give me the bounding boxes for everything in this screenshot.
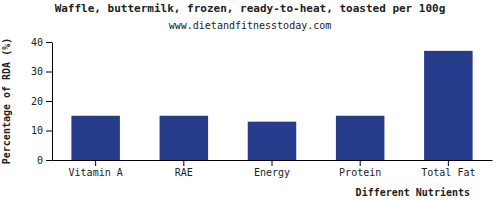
bars xyxy=(71,51,472,160)
y-tick-mark xyxy=(46,160,52,161)
subtitle: www.dietandfitnesstoday.com xyxy=(169,20,332,31)
y-tick-mark xyxy=(46,131,52,132)
y-tick-label: 40 xyxy=(31,37,43,48)
y-axis-line xyxy=(52,43,53,161)
bar xyxy=(71,116,119,160)
y-tick-mark xyxy=(46,101,52,102)
y-tick-mark xyxy=(46,72,52,73)
x-tick: RAE xyxy=(175,160,193,178)
x-tick: Protein xyxy=(339,160,381,178)
bar xyxy=(160,116,208,160)
bar xyxy=(248,122,296,160)
x-tick: Vitamin A xyxy=(69,160,123,178)
title: Waffle, buttermilk, frozen, ready-to-hea… xyxy=(55,2,446,15)
x-tick-label: Protein xyxy=(339,167,381,178)
y-tick-label: 30 xyxy=(31,66,43,77)
y-tick: 10 xyxy=(31,125,52,136)
x-tick-mark xyxy=(360,160,361,166)
x-axis: Vitamin A RAE Energy Protein Total Fat xyxy=(53,160,493,178)
x-tick-label: Energy xyxy=(254,167,290,178)
x-tick-label: Vitamin A xyxy=(69,167,123,178)
x-tick-mark xyxy=(448,160,449,166)
x-tick-mark xyxy=(95,160,96,166)
x-tick-label: Total Fat xyxy=(421,167,475,178)
y-tick: 0 xyxy=(37,155,52,166)
y-axis: 0 10 20 30 40 xyxy=(31,37,53,166)
y-axis-title: Percentage of RDA (%) xyxy=(1,38,12,164)
x-tick-mark xyxy=(183,160,184,166)
x-tick-mark xyxy=(272,160,273,166)
y-tick-label: 20 xyxy=(31,96,43,107)
bar xyxy=(424,51,472,160)
y-tick: 30 xyxy=(31,66,52,77)
x-tick: Energy xyxy=(254,160,290,178)
y-tick: 20 xyxy=(31,96,52,107)
x-tick-label: RAE xyxy=(175,167,193,178)
y-tick: 40 xyxy=(31,37,52,48)
x-axis-title: Different Nutrients xyxy=(356,187,470,198)
chart: Waffle, buttermilk, frozen, ready-to-hea… xyxy=(0,0,500,200)
y-tick-label: 10 xyxy=(31,125,43,136)
y-tick-mark xyxy=(46,42,52,43)
plot: 0 10 20 30 40 Vitamin A RAE Energy Protein Total … xyxy=(31,37,493,178)
bar xyxy=(336,116,384,160)
y-tick-label: 0 xyxy=(37,155,43,166)
x-tick: Total Fat xyxy=(421,160,475,178)
